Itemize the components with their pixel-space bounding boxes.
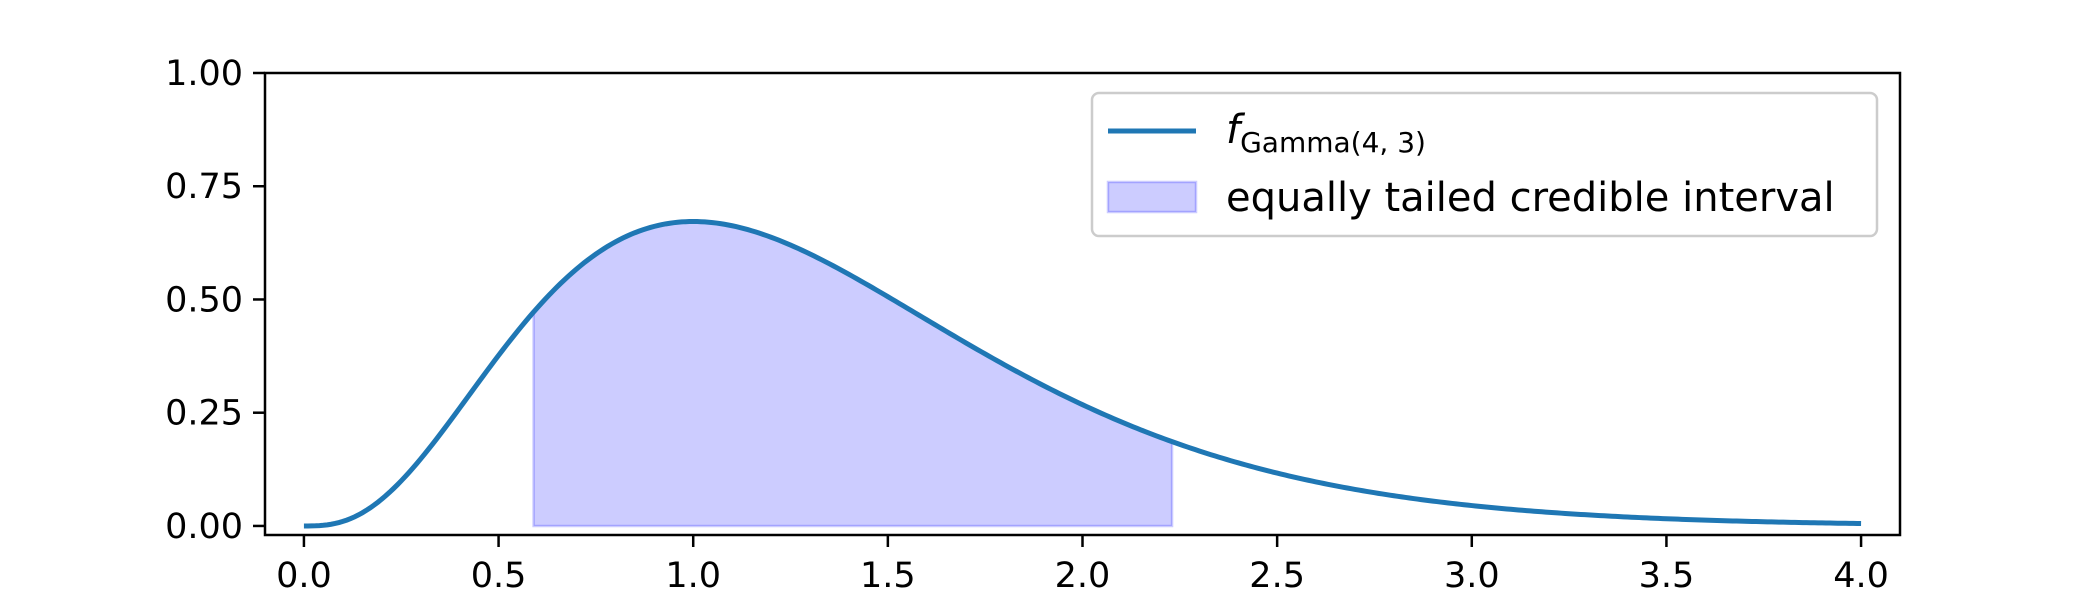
legend-label-interval: equally tailed credible interval	[1226, 175, 1835, 221]
x-tick-label: 3.5	[1639, 556, 1695, 596]
y-tick-label: 0.75	[165, 167, 243, 207]
y-tick-label: 0.00	[165, 507, 243, 547]
x-tick-label: 0.5	[471, 556, 527, 596]
plot-frame	[263, 71, 1902, 537]
legend-box	[1090, 91, 1879, 238]
legend-fill-swatch	[1106, 180, 1198, 214]
y-axis-ticks: 0.00 0.25 0.50 0.75 1.00	[165, 54, 265, 547]
x-axis-ticks: 0.0 0.5 1.0 1.5 2.0 2.5 3.0 3.5 4.0	[276, 535, 1889, 596]
x-tick-label: 2.0	[1055, 556, 1111, 596]
y-tick-label: 1.00	[165, 54, 243, 94]
x-tick-label: 4.0	[1833, 556, 1889, 596]
x-tick-label: 1.0	[665, 556, 721, 596]
x-tick-label: 3.0	[1444, 556, 1500, 596]
y-tick-label: 0.50	[165, 280, 243, 320]
x-tick-label: 2.5	[1249, 556, 1305, 596]
y-tick-label: 0.25	[165, 394, 243, 434]
x-tick-label: 0.0	[276, 556, 332, 596]
gamma-pdf-line	[303, 219, 1862, 529]
legend: fGamma(4, 3) equally tailed credible int…	[1090, 91, 1879, 238]
credible-interval-fill	[532, 220, 1174, 528]
legend-label-pdf: fGamma(4, 3)	[1226, 107, 1426, 159]
x-tick-label: 1.5	[860, 556, 916, 596]
legend-label-pdf-sub: Gamma(4, 3)	[1240, 126, 1426, 159]
